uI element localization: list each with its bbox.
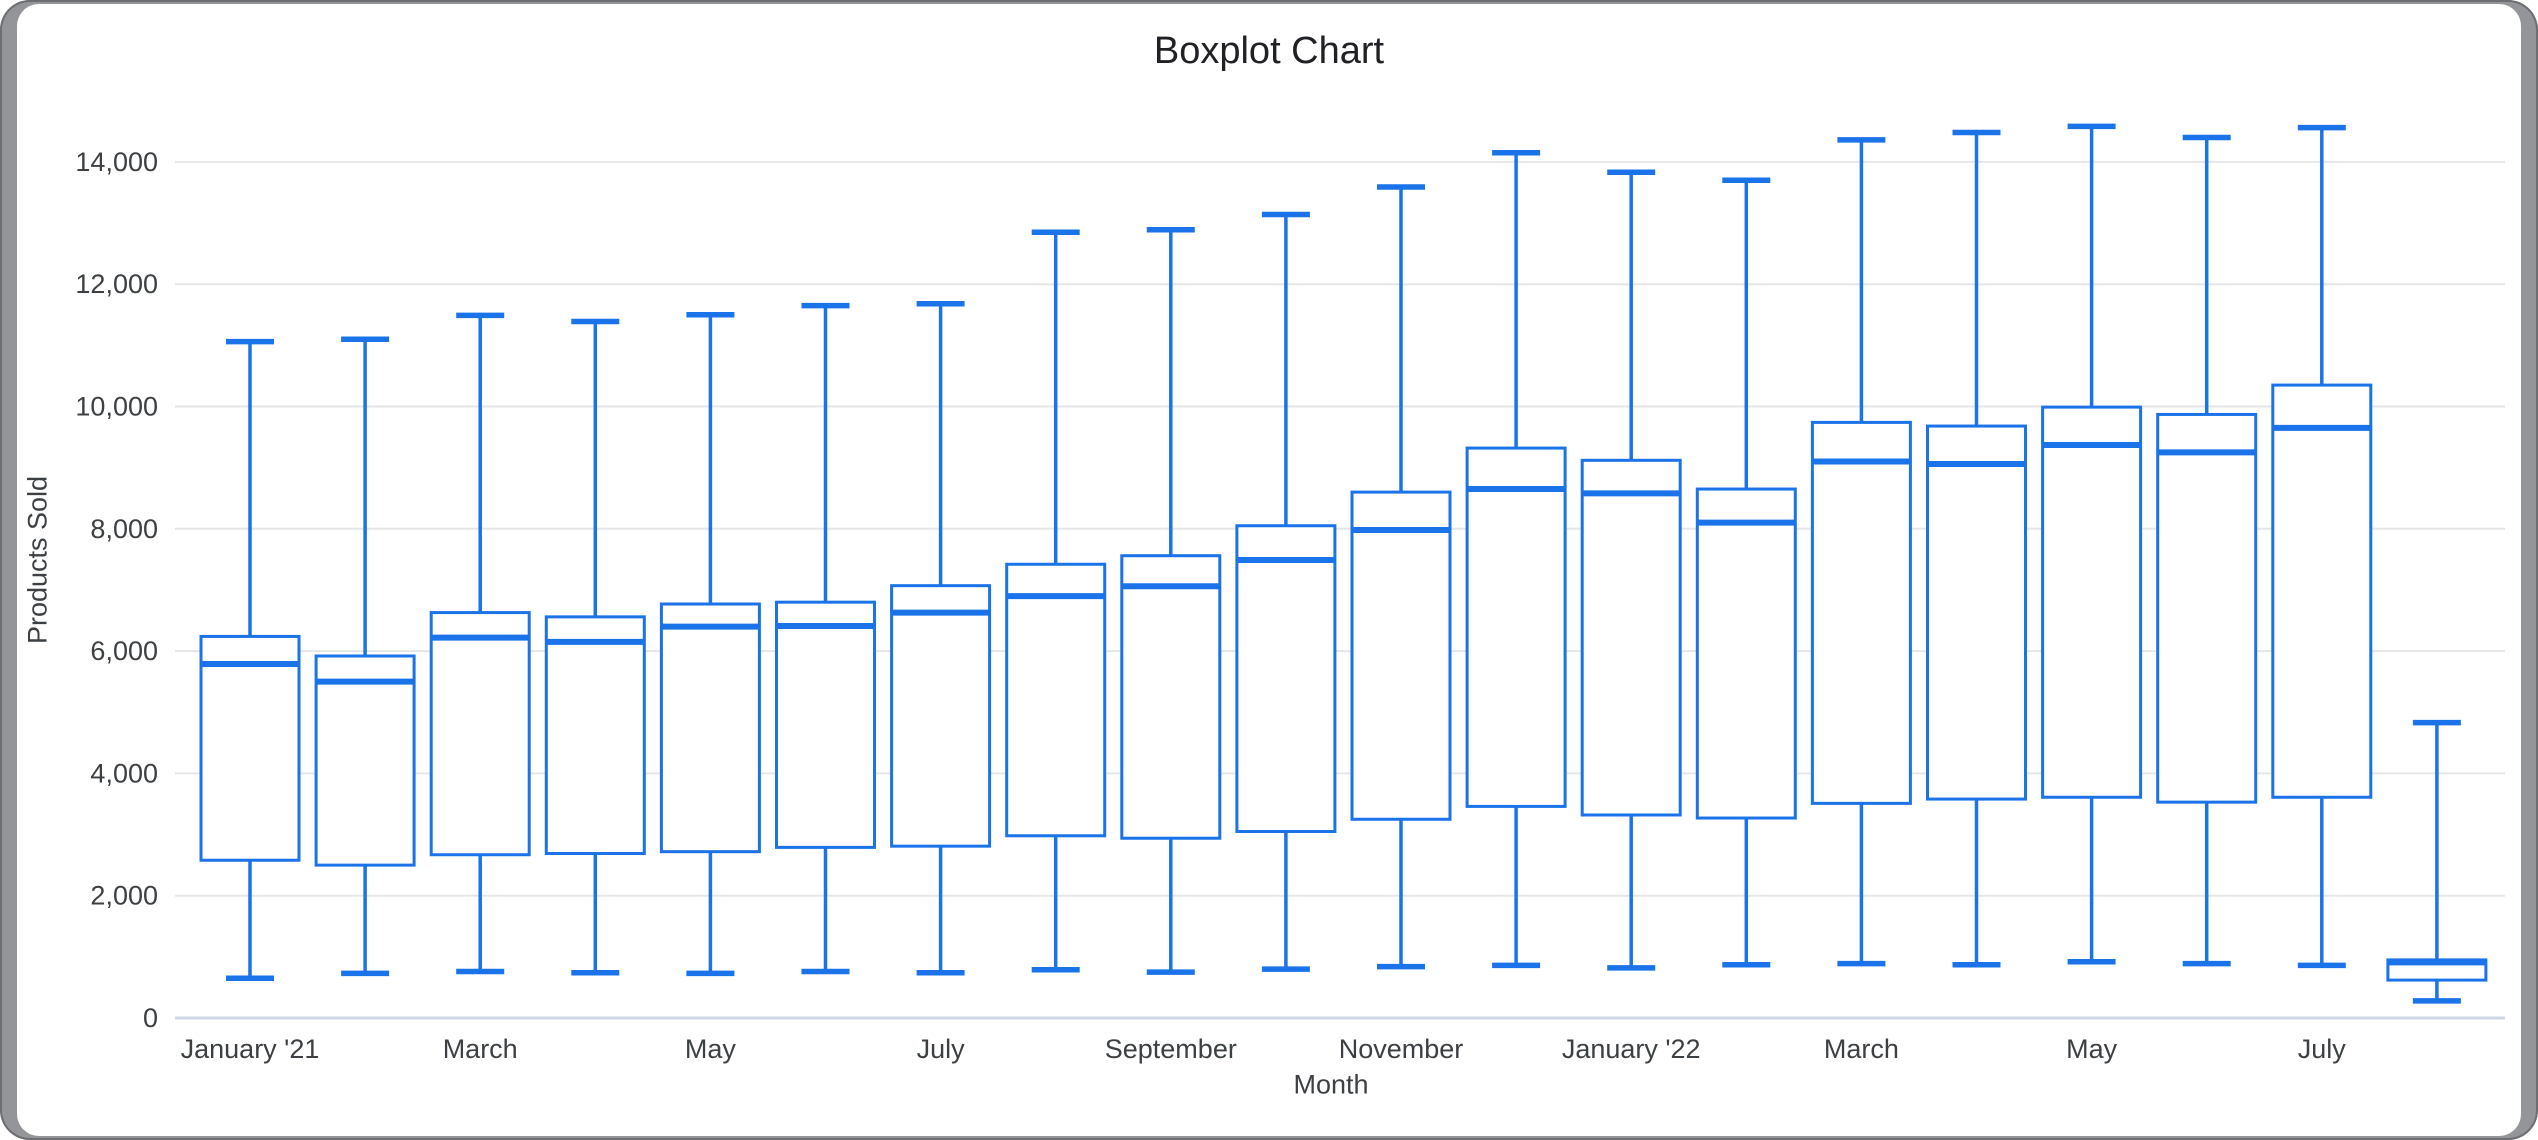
y-tick-label: 2,000 [90, 881, 158, 911]
y-tick-label: 14,000 [75, 147, 158, 177]
y-tick-label: 6,000 [90, 636, 158, 666]
boxplot-april-22[interactable] [1926, 129, 2027, 968]
iqr-box[interactable] [890, 584, 992, 848]
x-tick-label: May [685, 1034, 737, 1064]
iqr-box[interactable] [1120, 554, 1222, 840]
boxplot-april-21[interactable] [544, 318, 646, 976]
y-axis-title: Products Sold [22, 475, 53, 645]
iqr-box[interactable] [2041, 405, 2143, 799]
iqr-box[interactable] [2156, 412, 2258, 804]
iqr-box[interactable] [544, 615, 646, 856]
boxplot-chart: 0 2,000 4,000 6,000 8,000 10,000 12,000 14,000 J… [17, 4, 2521, 1136]
chart-card: 0 2,000 4,000 6,000 8,000 10,000 12,000 14,000 J… [17, 4, 2521, 1136]
boxplot-august-22[interactable] [2386, 719, 2488, 1004]
iqr-box[interactable] [1580, 458, 1682, 817]
x-tick-label: March [443, 1034, 518, 1064]
plot-area[interactable]: 0 2,000 4,000 6,000 8,000 10,000 12,000 14,000 J… [17, 4, 2521, 1136]
iqr-box[interactable] [1465, 446, 1567, 808]
chart-title: Boxplot Chart [1153, 30, 1385, 72]
iqr-box[interactable] [1350, 490, 1452, 821]
boxplot-november-21[interactable] [1350, 184, 1452, 970]
x-tick-label: January '21 [181, 1034, 320, 1064]
boxplot-september-21[interactable] [1120, 227, 1222, 975]
iqr-box[interactable] [1005, 562, 1107, 838]
x-tick-label: May [2066, 1034, 2118, 1064]
iqr-box[interactable] [775, 600, 876, 849]
x-tick-label: January '22 [1562, 1034, 1701, 1064]
boxplot-july-22[interactable] [2271, 124, 2373, 969]
boxplot-july-21[interactable] [890, 301, 992, 976]
boxplot-february-21[interactable] [314, 336, 416, 977]
boxplot-august-21[interactable] [1005, 229, 1107, 973]
y-tick-label: 0 [143, 1003, 158, 1033]
x-tick-label: September [1105, 1034, 1237, 1064]
boxplot-february-22[interactable] [1695, 177, 1797, 968]
iqr-box[interactable] [1926, 424, 2027, 801]
boxplot-march-21[interactable] [429, 312, 531, 975]
boxplot-june-22[interactable] [2156, 134, 2258, 967]
x-tick-label: November [1339, 1034, 1464, 1064]
boxplot-january-22[interactable] [1580, 169, 1682, 971]
x-axis-title: Month [1293, 1069, 1369, 1100]
boxplot-december-21[interactable] [1465, 149, 1567, 969]
iqr-box[interactable] [1695, 487, 1797, 820]
boxplot-january-21[interactable] [199, 338, 301, 982]
iqr-box[interactable] [1235, 524, 1337, 833]
iqr-box[interactable] [659, 602, 761, 854]
iqr-box[interactable] [1810, 420, 1912, 805]
y-tick-label: 10,000 [75, 392, 158, 422]
x-tick-label: July [2298, 1034, 2347, 1064]
iqr-box[interactable] [2271, 383, 2373, 799]
x-tick-label: July [917, 1034, 966, 1064]
x-tick-label: March [1824, 1034, 1899, 1064]
y-tick-label: 8,000 [90, 514, 158, 544]
y-tick-label: 12,000 [75, 269, 158, 299]
boxplot-may-22[interactable] [2041, 123, 2143, 965]
boxplot-october-21[interactable] [1235, 211, 1337, 972]
boxplot-march-22[interactable] [1810, 137, 1912, 967]
iqr-box[interactable] [314, 654, 416, 867]
boxplot-june-21[interactable] [775, 302, 876, 975]
y-tick-label: 4,000 [90, 758, 158, 788]
iqr-box[interactable] [429, 611, 531, 857]
boxplot-may-21[interactable] [659, 312, 761, 977]
iqr-box[interactable] [199, 634, 301, 862]
